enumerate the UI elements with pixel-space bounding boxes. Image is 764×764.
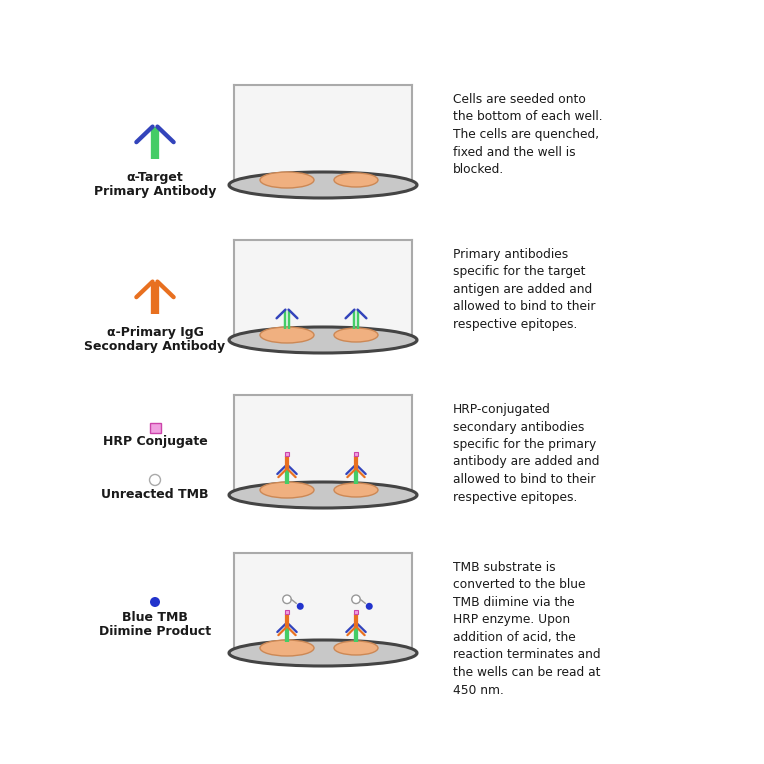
Text: Unreacted TMB: Unreacted TMB	[102, 488, 209, 501]
Polygon shape	[234, 85, 412, 185]
Ellipse shape	[351, 595, 361, 604]
Text: TMB substrate is
converted to the blue
TMB diimine via the
HRP enzyme. Upon
addi: TMB substrate is converted to the blue T…	[453, 561, 601, 697]
Polygon shape	[234, 553, 412, 653]
Ellipse shape	[334, 641, 378, 655]
Bar	[285, 610, 289, 613]
Ellipse shape	[260, 327, 314, 343]
Ellipse shape	[283, 595, 291, 604]
Ellipse shape	[334, 483, 378, 497]
Ellipse shape	[150, 474, 160, 485]
Ellipse shape	[366, 603, 373, 610]
Ellipse shape	[260, 482, 314, 498]
Bar	[285, 452, 289, 455]
Ellipse shape	[334, 173, 378, 187]
Ellipse shape	[296, 603, 304, 610]
Ellipse shape	[229, 640, 417, 666]
Text: Secondary Antibody: Secondary Antibody	[85, 340, 225, 353]
Bar	[150, 423, 160, 433]
Bar	[354, 452, 358, 455]
Text: α-Primary IgG: α-Primary IgG	[106, 326, 203, 339]
Ellipse shape	[260, 172, 314, 188]
Text: Primary antibodies
specific for the target
antigen are added and
allowed to bind: Primary antibodies specific for the targ…	[453, 248, 595, 331]
Polygon shape	[234, 240, 412, 340]
Ellipse shape	[334, 328, 378, 342]
Bar	[354, 610, 358, 613]
Text: Diimine Product: Diimine Product	[99, 625, 211, 638]
Text: Cells are seeded onto
the bottom of each well.
The cells are quenched,
fixed and: Cells are seeded onto the bottom of each…	[453, 93, 603, 176]
Ellipse shape	[229, 482, 417, 508]
Ellipse shape	[229, 327, 417, 353]
Text: Blue TMB: Blue TMB	[122, 611, 188, 624]
Text: Primary Antibody: Primary Antibody	[94, 185, 216, 198]
Text: HRP Conjugate: HRP Conjugate	[102, 435, 207, 448]
Ellipse shape	[150, 597, 160, 607]
Text: HRP-conjugated
secondary antibodies
specific for the primary
antibody are added : HRP-conjugated secondary antibodies spec…	[453, 403, 600, 503]
Ellipse shape	[229, 172, 417, 198]
Text: α-Target: α-Target	[127, 171, 183, 184]
Ellipse shape	[260, 640, 314, 656]
Polygon shape	[234, 395, 412, 495]
